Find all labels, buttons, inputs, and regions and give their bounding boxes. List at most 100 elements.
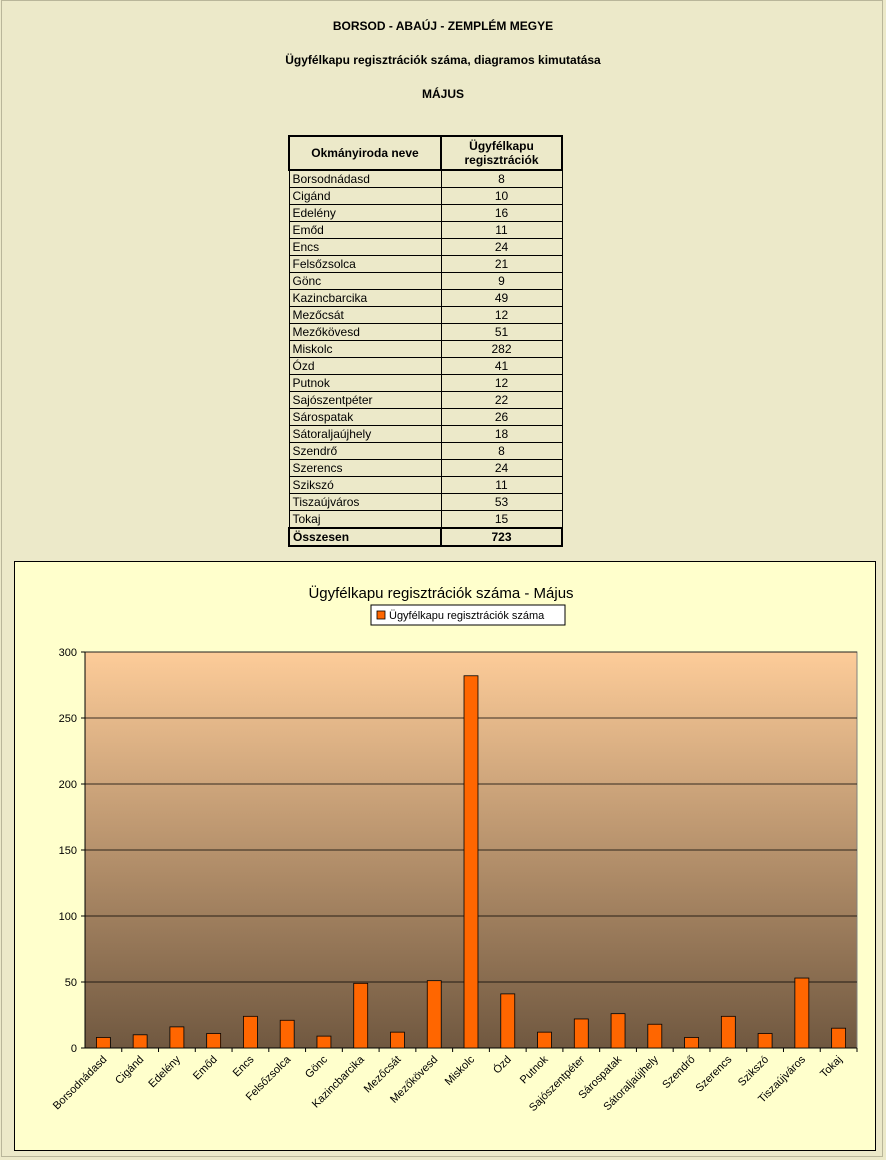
table-row: Tokaj 15 bbox=[288, 510, 563, 529]
bar-15 bbox=[610, 1013, 626, 1049]
bar-4 bbox=[206, 1033, 222, 1049]
bar-7 bbox=[316, 1035, 332, 1049]
registrations-table: Okmányiroda neve Ügyfélkapu regisztráció… bbox=[288, 135, 563, 547]
office-name-cell: Sátoraljaújhely bbox=[288, 425, 442, 443]
table-row: Kazincbarcika 49 bbox=[288, 289, 563, 307]
office-name-cell: Sárospatak bbox=[288, 408, 442, 426]
bar-19 bbox=[757, 1033, 773, 1049]
bar-11 bbox=[463, 675, 479, 1049]
table-row: Putnok 12 bbox=[288, 374, 563, 392]
table-header-row: Okmányiroda neve Ügyfélkapu regisztráció… bbox=[288, 135, 563, 171]
y-tick-label: 250 bbox=[59, 713, 77, 725]
bar-13 bbox=[537, 1031, 552, 1049]
registration-count-cell: 22 bbox=[440, 391, 563, 409]
office-name-cell: Gönc bbox=[288, 272, 442, 290]
x-tick-label: Szendrő bbox=[660, 1054, 697, 1091]
registration-count-cell: 49 bbox=[440, 289, 563, 307]
x-tick-label: Gönc bbox=[303, 1053, 330, 1080]
chart-title: Ügyfélkapu regisztrációk száma - Május bbox=[308, 584, 573, 602]
bar-1 bbox=[95, 1037, 111, 1049]
bar-9 bbox=[390, 1031, 405, 1049]
x-tick-label: Putnok bbox=[518, 1053, 551, 1086]
table-row: Szerencs 24 bbox=[288, 459, 563, 477]
table-total-row: Összesen 723 bbox=[288, 527, 563, 547]
bar-6 bbox=[279, 1019, 295, 1049]
registration-count-cell: 26 bbox=[440, 408, 563, 426]
registration-count-cell: 18 bbox=[440, 425, 563, 443]
table-row: Encs 24 bbox=[288, 238, 563, 256]
registration-count-cell: 16 bbox=[440, 204, 563, 222]
office-name-cell: Encs bbox=[288, 238, 442, 256]
x-tick-label: Encs bbox=[231, 1053, 257, 1079]
bar-2 bbox=[132, 1034, 148, 1049]
bar-21 bbox=[831, 1027, 847, 1049]
office-name-cell: Tiszaújváros bbox=[288, 493, 442, 511]
y-tick-label: 100 bbox=[59, 911, 77, 923]
legend-box bbox=[370, 604, 566, 626]
table-row: Sajószentpéter 22 bbox=[288, 391, 563, 409]
x-tick-label: Edelény bbox=[146, 1053, 183, 1090]
x-tick-label: Tokaj bbox=[818, 1054, 845, 1081]
legend-label: Ügyfélkapu regisztrációk száma bbox=[389, 610, 545, 622]
table-row: Tiszaújváros 53 bbox=[288, 493, 563, 511]
y-tick-label: 150 bbox=[59, 845, 77, 857]
registration-count-cell: 15 bbox=[440, 510, 563, 529]
office-name-cell: Putnok bbox=[288, 374, 442, 392]
registration-count-cell: 282 bbox=[440, 340, 563, 358]
x-tick-label: Szikszó bbox=[736, 1054, 771, 1089]
bar-5 bbox=[243, 1015, 258, 1049]
x-tick-label: Emőd bbox=[191, 1054, 220, 1083]
table-row: Sátoraljaújhely 18 bbox=[288, 425, 563, 443]
table-row: Sárospatak 26 bbox=[288, 408, 563, 426]
office-name-cell: Ózd bbox=[288, 357, 442, 375]
bar-chart: Ügyfélkapu regisztrációk száma - Május Üg… bbox=[51, 584, 858, 1114]
registration-count-cell: 41 bbox=[440, 357, 563, 375]
registration-count-cell: 11 bbox=[440, 476, 563, 494]
y-tick-label: 200 bbox=[59, 779, 77, 791]
registration-count-cell: 21 bbox=[440, 255, 563, 273]
bar-8 bbox=[353, 982, 369, 1049]
bar-16 bbox=[647, 1023, 663, 1049]
table-row: Szikszó 11 bbox=[288, 476, 563, 494]
table-row: Mezőkövesd 51 bbox=[288, 323, 563, 341]
registration-count-cell: 9 bbox=[440, 272, 563, 290]
office-name-cell: Borsodnádasd bbox=[288, 169, 442, 188]
registration-count-cell: 11 bbox=[440, 221, 563, 239]
table-body: Borsodnádasd 8 Cigánd 10 Edelény 16 Emőd 11 Encs… bbox=[288, 169, 563, 529]
office-name-cell: Miskolc bbox=[288, 340, 442, 358]
total-label: Összesen bbox=[288, 527, 442, 547]
chart-area: Ügyfélkapu regisztrációk száma - Május Üg… bbox=[14, 561, 876, 1151]
x-tick-label: Miskolc bbox=[443, 1053, 478, 1088]
x-tick-label: Szerencs bbox=[694, 1053, 735, 1094]
registration-count-cell: 24 bbox=[440, 459, 563, 477]
office-name-cell: Tokaj bbox=[288, 510, 442, 529]
registration-count-cell: 51 bbox=[440, 323, 563, 341]
total-value: 723 bbox=[440, 527, 563, 547]
table-row: Szendrő 8 bbox=[288, 442, 563, 460]
office-name-cell: Mezőkövesd bbox=[288, 323, 442, 341]
bar-17 bbox=[684, 1037, 699, 1049]
registration-count-cell: 12 bbox=[440, 306, 563, 324]
bar-14 bbox=[573, 1018, 589, 1049]
report-subtitle: Ügyfélkapu regisztrációk száma, diagramo… bbox=[285, 53, 601, 67]
table-row: Miskolc 282 bbox=[288, 340, 563, 358]
registration-count-cell: 12 bbox=[440, 374, 563, 392]
office-name-cell: Cigánd bbox=[288, 187, 442, 205]
x-tick-label: Cigánd bbox=[113, 1054, 146, 1087]
y-tick-label: 50 bbox=[65, 977, 77, 989]
registration-count-cell: 10 bbox=[440, 187, 563, 205]
office-name-cell: Sajószentpéter bbox=[288, 391, 442, 409]
table-row: Emőd 11 bbox=[288, 221, 563, 239]
bar-10 bbox=[426, 980, 442, 1049]
column-header-value: Ügyfélkapu regisztrációk bbox=[440, 135, 563, 171]
table-row: Borsodnádasd 8 bbox=[288, 169, 563, 188]
x-tick-label: Borsodnádasd bbox=[51, 1054, 110, 1113]
office-name-cell: Szikszó bbox=[288, 476, 442, 494]
table-row: Cigánd 10 bbox=[288, 187, 563, 205]
office-name-cell: Emőd bbox=[288, 221, 442, 239]
table-row: Mezőcsát 12 bbox=[288, 306, 563, 324]
registration-count-cell: 8 bbox=[440, 169, 563, 188]
office-name-cell: Kazincbarcika bbox=[288, 289, 442, 307]
registration-count-cell: 8 bbox=[440, 442, 563, 460]
